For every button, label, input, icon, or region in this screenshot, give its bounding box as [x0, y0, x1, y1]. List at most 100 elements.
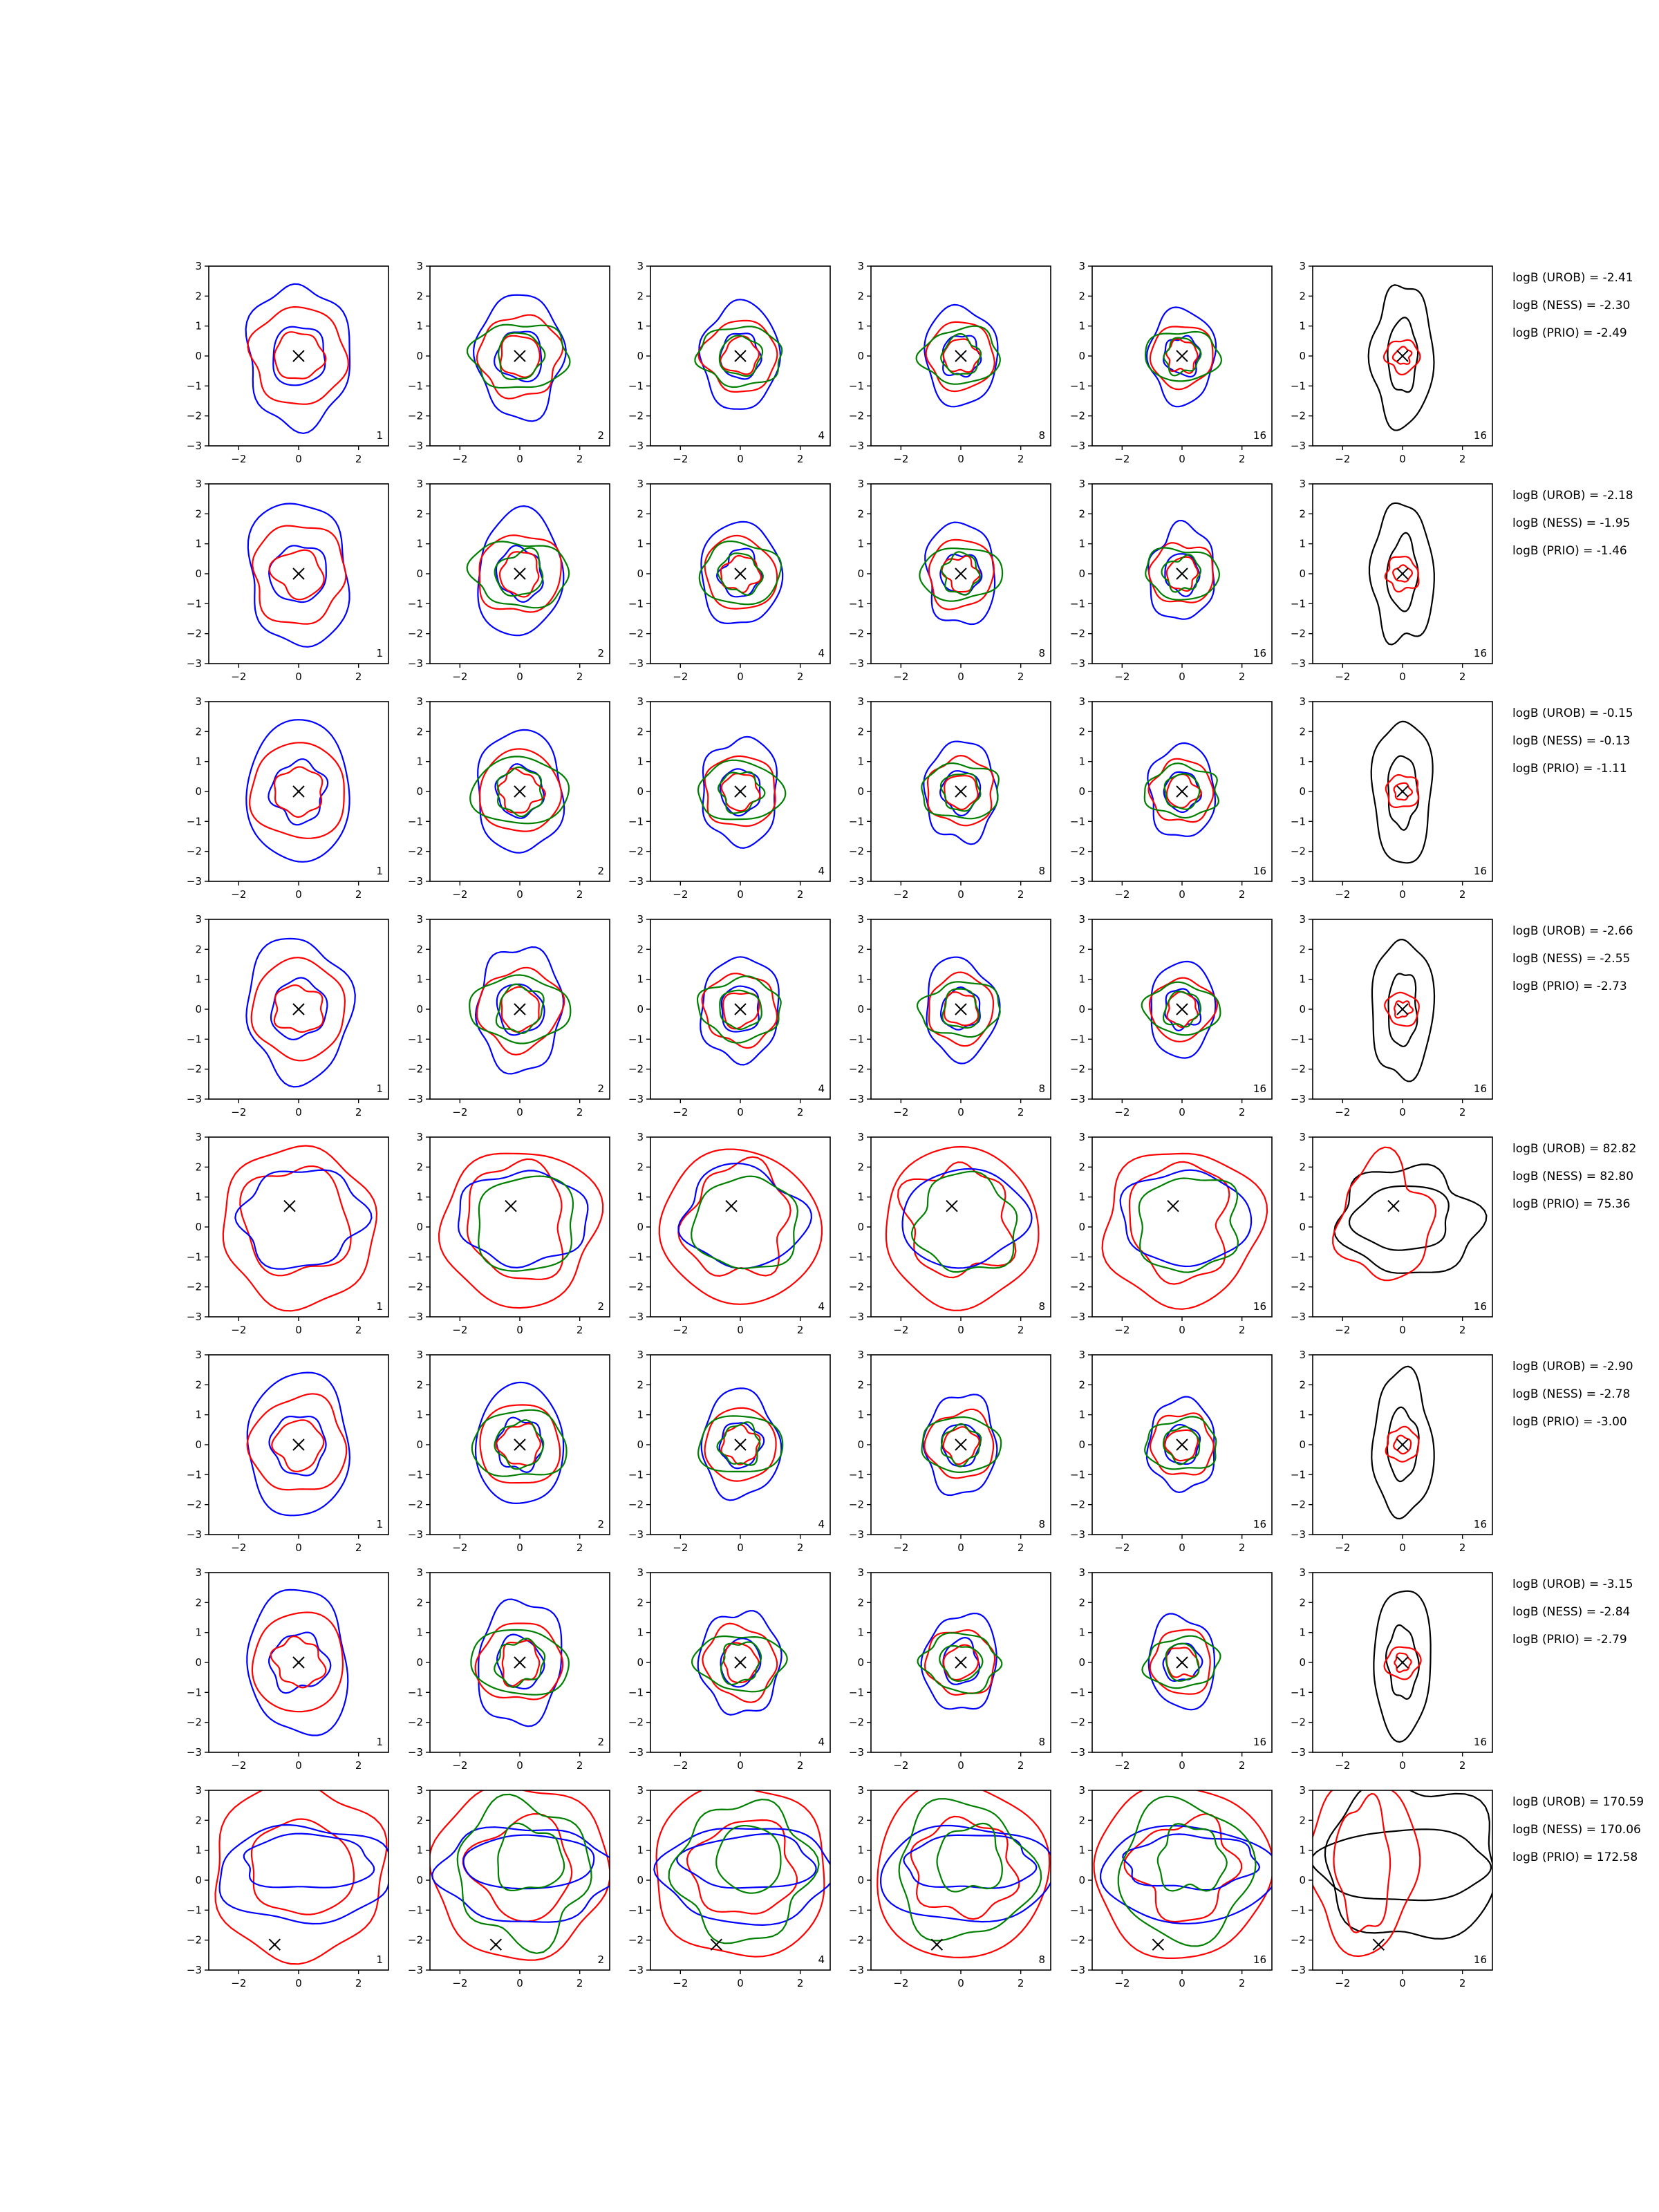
- y-tick-label: −1: [849, 1686, 864, 1698]
- y-tick-label: −2: [1070, 628, 1085, 640]
- y-tick-label: −2: [408, 410, 423, 422]
- red-contour-line: [697, 319, 778, 393]
- panel-r3-c5: −3 −2 −1 0 1 2 3 −2 0 2 16: [1070, 695, 1273, 901]
- y-tick-label: 2: [1078, 725, 1085, 738]
- y-tick-label: 1: [857, 1844, 864, 1857]
- red-contour-line: [1166, 991, 1199, 1029]
- y-tick-label: 2: [195, 1161, 202, 1173]
- y-tick-label: −2: [187, 1063, 202, 1076]
- red-contour-line: [720, 1424, 761, 1465]
- x-tick-label: 2: [1018, 1106, 1024, 1118]
- blue-contour-line: [247, 503, 350, 648]
- y-tick-label: 0: [1078, 1874, 1085, 1886]
- y-tick-label: −3: [408, 657, 423, 670]
- blue-contour-line: [1164, 553, 1201, 597]
- blue-contour-line: [246, 1588, 349, 1736]
- y-tick-label: 2: [1078, 290, 1085, 302]
- y-tick-label: 3: [195, 1566, 202, 1579]
- x-marker: [514, 568, 526, 580]
- logb-urob-label: logB (UROB) = 82.82: [1512, 1142, 1636, 1156]
- green-contour-line: [466, 541, 570, 609]
- blue-contour-line: [1099, 1824, 1272, 1924]
- x-tick-label: 2: [797, 1324, 804, 1336]
- x-tick-label: 0: [957, 453, 964, 465]
- x-marker: [1167, 1199, 1179, 1212]
- y-tick-label: 2: [195, 1378, 202, 1391]
- red-contour-line: [1149, 1629, 1211, 1695]
- y-tick-label: 0: [637, 1003, 644, 1015]
- green-contour-line: [495, 983, 545, 1035]
- x-tick-label: 0: [295, 453, 302, 465]
- x-tick-label: −2: [1114, 1977, 1130, 1989]
- y-tick-label: −3: [408, 1311, 423, 1323]
- blue-contour-line: [1147, 1613, 1216, 1711]
- green-contour-line: [1145, 330, 1223, 382]
- panel-r1-c4: −3 −2 −1 0 1 2 3 −2 0 2 8: [849, 260, 1051, 465]
- y-tick-label: −1: [628, 1686, 644, 1698]
- y-tick-label: 2: [195, 507, 202, 520]
- y-tick-label: 0: [857, 568, 864, 580]
- x-tick-label: −2: [452, 1106, 467, 1118]
- green-contour-line: [697, 759, 787, 821]
- x-tick-label: 2: [1018, 888, 1024, 901]
- red-contour-line: [466, 1158, 564, 1280]
- blue-contour-line: [1147, 519, 1215, 620]
- x-tick-label: 2: [797, 453, 804, 465]
- red-contour-line: [1332, 1146, 1437, 1282]
- red-contour-line: [247, 306, 350, 405]
- y-tick-label: −3: [1291, 440, 1306, 452]
- y-tick-label: −3: [408, 1528, 423, 1541]
- x-marker: [283, 1199, 296, 1212]
- panel-r2-c2: −3 −2 −1 0 1 2 3 −2 0 2 2: [408, 478, 610, 683]
- y-tick-label: −1: [187, 1033, 202, 1045]
- panel-label: 4: [818, 1300, 825, 1313]
- green-contour-line: [936, 1822, 1003, 1893]
- green-contour-line: [921, 762, 1000, 820]
- logb-prio-label: logB (PRIO) = -2.49: [1512, 326, 1627, 340]
- y-tick-label: 2: [637, 1378, 644, 1391]
- panel-r8-c3: −3 −2 −1 0 1 2 3 −2 0 2 4: [628, 1784, 831, 1989]
- blue-contour-line: [268, 545, 327, 603]
- y-tick-label: −2: [1291, 1499, 1306, 1511]
- panel-label: 4: [818, 1736, 825, 1748]
- x-tick-label: −2: [673, 671, 688, 683]
- y-tick-label: 0: [637, 1874, 644, 1886]
- panel-label: 2: [597, 1300, 604, 1313]
- y-tick-label: −3: [628, 1964, 644, 1976]
- black-contour-line: [1373, 1590, 1432, 1743]
- logb-text-row-8: logB (UROB) = 170.59 logB (NESS) = 170.06…: [1512, 1795, 1644, 1864]
- y-tick-label: 2: [857, 290, 864, 302]
- y-tick-label: −3: [1070, 1964, 1085, 1976]
- panel-r6-c3: −3 −2 −1 0 1 2 3 −2 0 2 4: [628, 1349, 831, 1554]
- x-tick-label: 0: [1179, 1541, 1185, 1554]
- logb-text-row-6: logB (UROB) = -2.90 logB (NESS) = -2.78 lo…: [1512, 1360, 1633, 1429]
- blue-contour-line: [268, 1415, 327, 1477]
- x-tick-label: 0: [516, 1977, 523, 1989]
- blue-contour-line: [924, 303, 999, 408]
- y-tick-label: 1: [637, 1191, 644, 1203]
- x-tick-label: 0: [516, 1541, 523, 1554]
- x-marker: [955, 1003, 967, 1015]
- x-tick-label: 0: [737, 453, 744, 465]
- x-tick-label: 2: [1239, 453, 1246, 465]
- y-tick-label: 1: [195, 1844, 202, 1857]
- panel-r8-c4: −3 −2 −1 0 1 2 3 −2 0 2 8: [849, 1784, 1051, 1989]
- red-contour-line: [474, 1622, 564, 1700]
- y-tick-label: −2: [408, 1934, 423, 1947]
- y-tick-label: −2: [187, 1499, 202, 1511]
- y-tick-label: 1: [1078, 1191, 1085, 1203]
- y-tick-label: −1: [1291, 1250, 1306, 1263]
- x-tick-label: 0: [1399, 1106, 1406, 1118]
- panel-r8-c2: −3 −2 −1 0 1 2 3 −2 0 2 2: [408, 1784, 610, 1989]
- green-contour-line: [718, 335, 764, 377]
- x-tick-label: −2: [1114, 1106, 1130, 1118]
- y-tick-label: 1: [416, 973, 423, 986]
- y-tick-label: 3: [637, 1349, 644, 1361]
- y-tick-label: 0: [857, 785, 864, 798]
- logb-prio-label: logB (PRIO) = 172.58: [1512, 1850, 1638, 1864]
- x-marker: [268, 1938, 281, 1951]
- y-tick-label: −1: [187, 1904, 202, 1916]
- logb-prio-label: logB (PRIO) = -1.11: [1512, 762, 1627, 776]
- y-tick-label: 3: [1299, 913, 1306, 926]
- logb-urob-label: logB (UROB) = -2.66: [1512, 924, 1633, 938]
